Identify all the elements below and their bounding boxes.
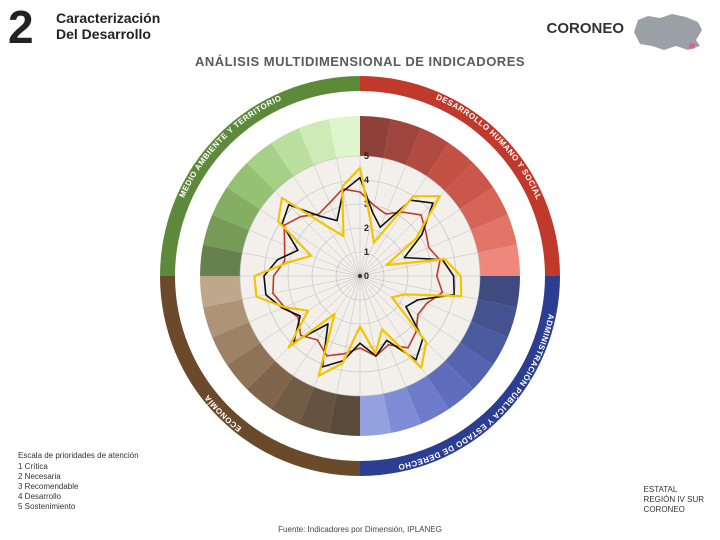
- legend-scale-item: 2 Necesaria: [18, 472, 139, 482]
- legend-row: CORONEO: [622, 505, 704, 514]
- legend-row: ESTATAL: [622, 485, 704, 494]
- axis-tick-label: 5: [364, 151, 369, 161]
- page-number: 2: [8, 0, 34, 54]
- legend-scale-item: 1 Crítica: [18, 462, 139, 472]
- legend-scale-item: 3 Recomendable: [18, 482, 139, 492]
- map-highlight-dot: [689, 43, 695, 49]
- source-text: Fuente: Indicadores por Dimensión, IPLAN…: [0, 525, 720, 534]
- radar-svg: MEDIO AMBIENTE Y TERRITORIODESARROLLO HU…: [150, 66, 570, 486]
- title-line-1: Caracterización: [56, 10, 160, 26]
- dimension-label: ECONOMÍA: [203, 393, 244, 434]
- axis-tick-label: 1: [364, 247, 369, 257]
- legend-swatch: [622, 509, 640, 511]
- legend-row: REGIÓN IV SUR: [622, 495, 704, 504]
- legend-swatch: [622, 499, 640, 501]
- legend-scale-item: 5 Sostenimiento: [18, 502, 139, 512]
- center-dot: [358, 274, 362, 278]
- header: 2 Caracterización Del Desarrollo CORONEO: [8, 6, 712, 50]
- legend-scale-heading: Escala de prioridades de atención: [18, 451, 139, 461]
- region-name: CORONEO: [546, 20, 624, 37]
- legend-label: ESTATAL: [644, 485, 678, 494]
- axis-tick-label: 4: [364, 175, 369, 185]
- title-block: Caracterización Del Desarrollo: [56, 10, 160, 42]
- region-mini-map: [628, 10, 706, 54]
- legend-series: ESTATAL REGIÓN IV SUR CORONEO: [622, 484, 704, 514]
- legend-scale: Escala de prioridades de atención 1 Crít…: [18, 451, 139, 512]
- legend-label: CORONEO: [644, 505, 685, 514]
- axis-tick-label: 0: [364, 271, 369, 281]
- legend-label: REGIÓN IV SUR: [644, 495, 704, 504]
- page: 2 Caracterización Del Desarrollo CORONEO…: [0, 0, 720, 540]
- title-line-2: Del Desarrollo: [56, 26, 160, 42]
- legend-scale-item: 4 Desarrollo: [18, 492, 139, 502]
- legend-swatch: [622, 489, 640, 491]
- axis-tick-label: 2: [364, 223, 369, 233]
- radar-chart: MEDIO AMBIENTE Y TERRITORIODESARROLLO HU…: [150, 66, 570, 486]
